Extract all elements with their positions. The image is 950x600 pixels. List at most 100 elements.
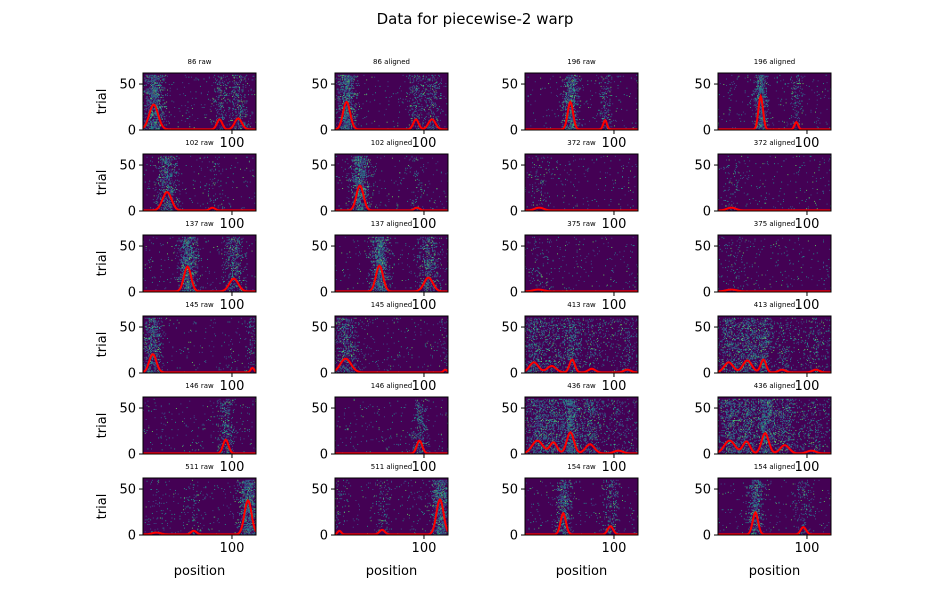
raster-cell <box>345 107 347 108</box>
raster-cell <box>569 125 571 127</box>
raster-cell <box>351 92 353 94</box>
raster-cell <box>760 76 762 78</box>
raster-cell <box>155 127 157 129</box>
raster-cell <box>234 96 236 98</box>
raster-cell <box>154 123 156 125</box>
raster-cell <box>759 91 761 93</box>
raster-cell <box>159 87 160 89</box>
raster-cell <box>574 116 576 118</box>
raster-cell <box>338 97 340 99</box>
raster-cell <box>412 115 414 117</box>
raster-cell <box>181 173 183 175</box>
raster-cell <box>211 180 213 182</box>
raster-cell <box>225 88 227 90</box>
raster-cell <box>152 77 154 79</box>
raster-cell <box>425 116 427 118</box>
raster-cell <box>173 194 175 196</box>
raster-cell <box>796 110 798 112</box>
raster-cell <box>153 92 155 94</box>
raster-cell <box>158 91 160 93</box>
raster-cell <box>235 115 237 117</box>
raster-cell <box>195 79 197 81</box>
raster-cell <box>792 83 794 85</box>
raster-cell <box>772 122 774 124</box>
raster-cell <box>162 185 164 187</box>
raster-cell <box>155 128 157 130</box>
raster-cell <box>172 199 174 201</box>
raster-cell <box>238 107 240 109</box>
raster-cell <box>363 209 365 211</box>
raster-cell <box>757 86 759 88</box>
raster-cell <box>229 123 231 125</box>
raster-cell <box>337 99 339 101</box>
raster-cell <box>233 106 235 108</box>
raster-cell <box>762 95 764 97</box>
raster-cell <box>355 107 357 108</box>
raster-cell <box>598 93 600 95</box>
raster-cell <box>209 118 211 120</box>
raster-cell <box>790 82 792 84</box>
raster-cell <box>154 113 156 115</box>
raster-cell <box>154 95 156 97</box>
raster-cell <box>566 98 568 100</box>
raster-cell <box>563 101 565 103</box>
raster-cell <box>218 186 220 188</box>
raster-cell <box>730 87 732 89</box>
raster-cell <box>237 121 239 123</box>
raster-cell <box>168 189 170 191</box>
raster-cell <box>351 95 352 97</box>
raster-cell <box>433 86 435 88</box>
raster-cell <box>220 95 222 97</box>
raster-cell <box>171 188 173 190</box>
raster-cell <box>351 90 353 92</box>
raster-cell <box>175 201 177 203</box>
raster-cell <box>357 205 359 207</box>
raster-cell <box>764 82 766 84</box>
raster-cell <box>569 126 571 128</box>
raster-cell <box>214 177 216 179</box>
raster-cell <box>166 172 168 174</box>
raster-cell <box>343 128 344 130</box>
raster-cell <box>347 115 349 117</box>
raster-cell <box>170 186 172 188</box>
raster-cell <box>345 89 347 91</box>
raster-cell <box>233 95 235 97</box>
raster-cell <box>415 98 417 100</box>
raster-cell <box>729 119 731 121</box>
raster-cell <box>152 91 154 93</box>
raster-cell <box>171 189 173 191</box>
raster-cell <box>573 84 575 86</box>
raster-cell <box>358 209 360 211</box>
raster-cell <box>151 123 152 125</box>
raster-cell <box>353 113 355 115</box>
raster-cell <box>761 110 763 112</box>
raster-cell <box>761 111 763 113</box>
raster-cell <box>603 85 605 87</box>
raster-cell <box>766 100 768 102</box>
raster-cell <box>162 200 164 202</box>
raster-cell <box>423 122 425 124</box>
raster-cell <box>430 84 432 86</box>
raster-cell <box>574 115 576 117</box>
raster-cell <box>193 127 195 129</box>
raster-cell <box>167 168 169 170</box>
raster-cell <box>204 104 206 106</box>
raster-cell <box>445 97 447 99</box>
raster-cell <box>346 87 348 89</box>
raster-cell <box>164 186 166 188</box>
raster-cell <box>799 85 801 87</box>
raster-cell <box>232 173 234 175</box>
raster-cell <box>434 102 436 104</box>
raster-cell <box>152 114 154 116</box>
raster-cell <box>159 96 161 98</box>
raster-cell <box>546 127 548 129</box>
raster-cell <box>145 84 147 86</box>
raster-cell <box>217 164 219 166</box>
raster-cell <box>573 87 575 89</box>
raster-cell <box>250 122 252 124</box>
raster-cell <box>419 108 421 110</box>
raster-cell <box>145 105 147 107</box>
raster-cell <box>159 185 161 187</box>
raster-cell <box>562 124 564 126</box>
raster-cell <box>602 80 604 82</box>
